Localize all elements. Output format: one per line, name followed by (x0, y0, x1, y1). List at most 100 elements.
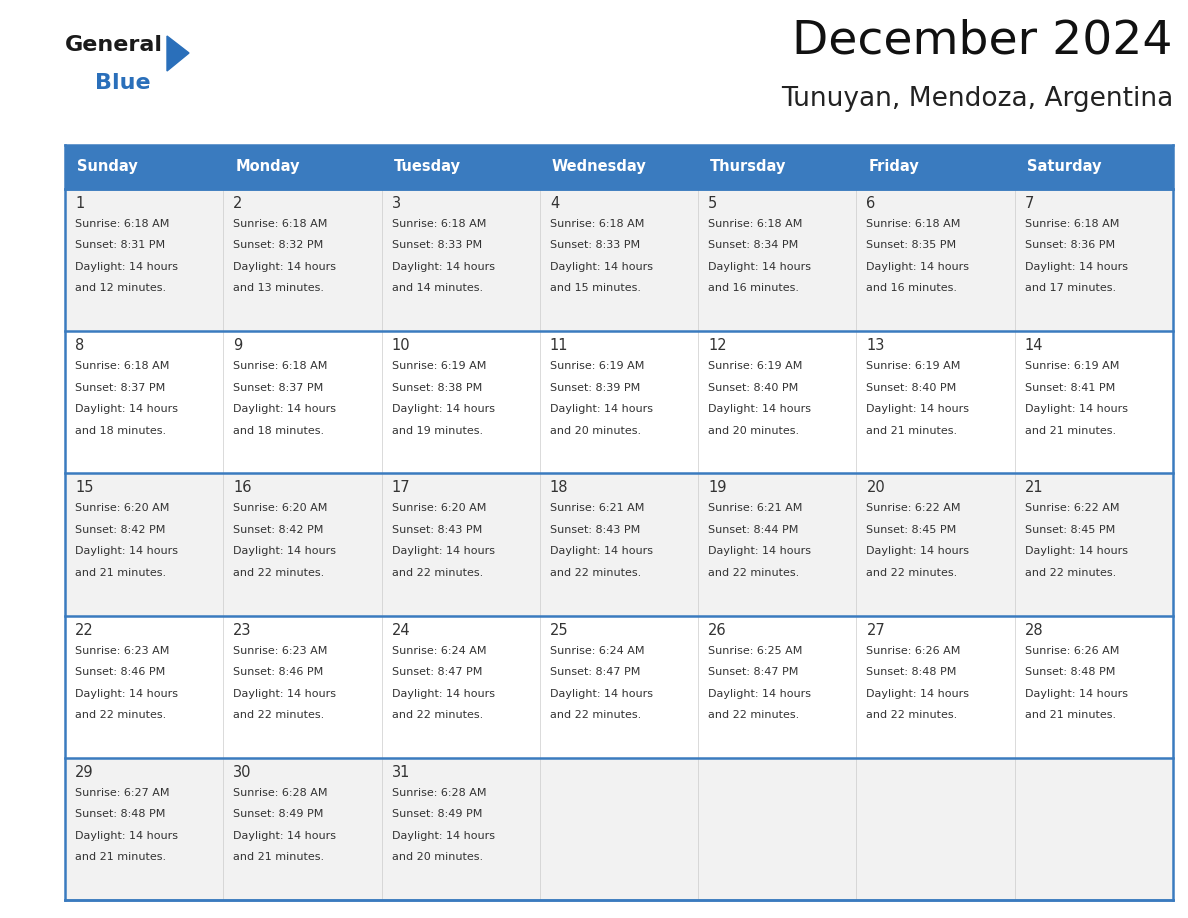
Text: Sunrise: 6:19 AM: Sunrise: 6:19 AM (708, 361, 803, 371)
Text: Sunrise: 6:19 AM: Sunrise: 6:19 AM (392, 361, 486, 371)
Text: Sunset: 8:47 PM: Sunset: 8:47 PM (550, 667, 640, 677)
Text: Daylight: 14 hours: Daylight: 14 hours (392, 546, 494, 556)
Text: Daylight: 14 hours: Daylight: 14 hours (550, 404, 653, 414)
Text: and 22 minutes.: and 22 minutes. (392, 568, 482, 578)
Text: Daylight: 14 hours: Daylight: 14 hours (550, 688, 653, 699)
Bar (857, 616, 1015, 757)
Bar (539, 757, 699, 900)
Text: Sunrise: 6:18 AM: Sunrise: 6:18 AM (708, 219, 803, 229)
Bar (381, 331, 539, 474)
Text: 8: 8 (75, 338, 84, 353)
Text: and 18 minutes.: and 18 minutes. (75, 426, 166, 436)
Text: Sunset: 8:38 PM: Sunset: 8:38 PM (392, 383, 482, 393)
Text: Daylight: 14 hours: Daylight: 14 hours (866, 688, 969, 699)
Text: Sunrise: 6:24 AM: Sunrise: 6:24 AM (392, 645, 486, 655)
Text: and 20 minutes.: and 20 minutes. (708, 426, 800, 436)
Text: Sunrise: 6:19 AM: Sunrise: 6:19 AM (1025, 361, 1119, 371)
Bar (539, 189, 699, 331)
Polygon shape (168, 36, 189, 71)
Text: Daylight: 14 hours: Daylight: 14 hours (866, 262, 969, 272)
Bar (699, 616, 857, 757)
Bar (223, 757, 381, 900)
Text: Sunset: 8:43 PM: Sunset: 8:43 PM (550, 525, 640, 535)
Text: and 22 minutes.: and 22 minutes. (550, 711, 642, 720)
Text: and 21 minutes.: and 21 minutes. (866, 426, 958, 436)
Text: 9: 9 (233, 338, 242, 353)
Text: 26: 26 (708, 622, 727, 638)
Text: Sunset: 8:49 PM: Sunset: 8:49 PM (233, 810, 323, 819)
Text: General: General (65, 35, 163, 55)
Text: 18: 18 (550, 480, 568, 496)
Text: and 15 minutes.: and 15 minutes. (550, 284, 640, 294)
Text: Sunset: 8:44 PM: Sunset: 8:44 PM (708, 525, 798, 535)
Text: 30: 30 (233, 765, 252, 779)
Text: Sunset: 8:46 PM: Sunset: 8:46 PM (233, 667, 323, 677)
Text: and 16 minutes.: and 16 minutes. (866, 284, 958, 294)
Text: Sunrise: 6:21 AM: Sunrise: 6:21 AM (708, 503, 803, 513)
Text: 20: 20 (866, 480, 885, 496)
Text: and 19 minutes.: and 19 minutes. (392, 426, 482, 436)
Text: Sunrise: 6:23 AM: Sunrise: 6:23 AM (75, 645, 170, 655)
Text: Daylight: 14 hours: Daylight: 14 hours (1025, 688, 1127, 699)
Text: Daylight: 14 hours: Daylight: 14 hours (75, 688, 178, 699)
Text: and 16 minutes.: and 16 minutes. (708, 284, 800, 294)
Text: 13: 13 (866, 338, 885, 353)
Text: and 14 minutes.: and 14 minutes. (392, 284, 482, 294)
Text: Sunrise: 6:18 AM: Sunrise: 6:18 AM (233, 361, 328, 371)
Text: Sunset: 8:39 PM: Sunset: 8:39 PM (550, 383, 640, 393)
Text: Sunset: 8:37 PM: Sunset: 8:37 PM (75, 383, 165, 393)
Text: 10: 10 (392, 338, 410, 353)
Text: Sunrise: 6:28 AM: Sunrise: 6:28 AM (392, 788, 486, 798)
Text: Sunset: 8:47 PM: Sunset: 8:47 PM (392, 667, 482, 677)
Bar (539, 145, 699, 189)
Text: Sunset: 8:35 PM: Sunset: 8:35 PM (866, 241, 956, 251)
Text: Daylight: 14 hours: Daylight: 14 hours (392, 404, 494, 414)
Text: Sunset: 8:32 PM: Sunset: 8:32 PM (233, 241, 323, 251)
Text: 14: 14 (1025, 338, 1043, 353)
Text: Daylight: 14 hours: Daylight: 14 hours (75, 262, 178, 272)
Text: and 22 minutes.: and 22 minutes. (75, 711, 166, 720)
Text: Daylight: 14 hours: Daylight: 14 hours (233, 831, 336, 841)
Text: and 21 minutes.: and 21 minutes. (1025, 711, 1116, 720)
Text: Monday: Monday (235, 160, 299, 174)
Text: Sunset: 8:43 PM: Sunset: 8:43 PM (392, 525, 482, 535)
Text: and 22 minutes.: and 22 minutes. (1025, 568, 1116, 578)
Bar (539, 474, 699, 616)
Text: Daylight: 14 hours: Daylight: 14 hours (708, 688, 811, 699)
Text: 15: 15 (75, 480, 94, 496)
Text: Daylight: 14 hours: Daylight: 14 hours (550, 546, 653, 556)
Text: and 22 minutes.: and 22 minutes. (708, 568, 800, 578)
Text: Daylight: 14 hours: Daylight: 14 hours (233, 546, 336, 556)
Text: 21: 21 (1025, 480, 1043, 496)
Text: 23: 23 (233, 622, 252, 638)
Text: and 20 minutes.: and 20 minutes. (550, 426, 642, 436)
Text: Sunrise: 6:24 AM: Sunrise: 6:24 AM (550, 645, 644, 655)
Text: Blue: Blue (95, 73, 151, 93)
Text: Sunrise: 6:23 AM: Sunrise: 6:23 AM (233, 645, 328, 655)
Text: Daylight: 14 hours: Daylight: 14 hours (233, 262, 336, 272)
Text: Sunset: 8:47 PM: Sunset: 8:47 PM (708, 667, 798, 677)
Text: 27: 27 (866, 622, 885, 638)
Text: 19: 19 (708, 480, 727, 496)
Text: Daylight: 14 hours: Daylight: 14 hours (1025, 546, 1127, 556)
Bar (223, 616, 381, 757)
Text: Sunset: 8:46 PM: Sunset: 8:46 PM (75, 667, 165, 677)
Text: Sunrise: 6:18 AM: Sunrise: 6:18 AM (866, 219, 961, 229)
Text: and 20 minutes.: and 20 minutes. (392, 852, 482, 862)
Text: Daylight: 14 hours: Daylight: 14 hours (708, 404, 811, 414)
Text: Sunset: 8:40 PM: Sunset: 8:40 PM (866, 383, 956, 393)
Bar (539, 616, 699, 757)
Bar (381, 474, 539, 616)
Text: and 22 minutes.: and 22 minutes. (392, 711, 482, 720)
Text: Sunrise: 6:19 AM: Sunrise: 6:19 AM (550, 361, 644, 371)
Text: Tunuyan, Mendoza, Argentina: Tunuyan, Mendoza, Argentina (781, 86, 1173, 112)
Text: Sunset: 8:42 PM: Sunset: 8:42 PM (75, 525, 165, 535)
Text: Daylight: 14 hours: Daylight: 14 hours (75, 404, 178, 414)
Text: Sunrise: 6:26 AM: Sunrise: 6:26 AM (866, 645, 961, 655)
Text: Daylight: 14 hours: Daylight: 14 hours (392, 262, 494, 272)
Text: Sunrise: 6:18 AM: Sunrise: 6:18 AM (75, 361, 170, 371)
Text: 16: 16 (233, 480, 252, 496)
Text: Sunrise: 6:22 AM: Sunrise: 6:22 AM (1025, 503, 1119, 513)
Bar (1015, 189, 1173, 331)
Text: Sunrise: 6:26 AM: Sunrise: 6:26 AM (1025, 645, 1119, 655)
